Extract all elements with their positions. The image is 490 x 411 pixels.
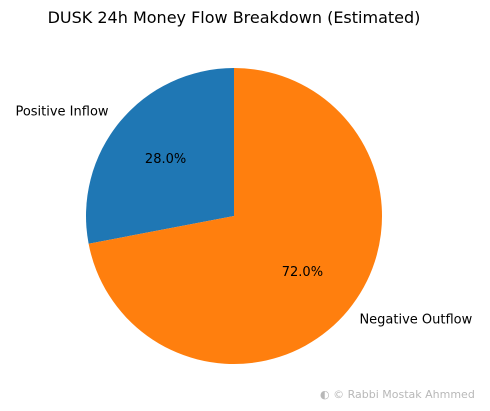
pie-slices-group: Positive Inflow 28.0% Negative Outflow 72.0…	[15, 68, 473, 365]
watermark-logo-icon: ◐ ©	[320, 388, 348, 401]
slice-percent-negative-outflow: 72.0%	[282, 265, 323, 280]
slice-label-positive-inflow: Positive Inflow	[15, 105, 108, 120]
watermark: ◐ © Rabbi Mostak Ahmmed	[320, 388, 490, 401]
pie-slice-positive-inflow	[86, 68, 234, 244]
watermark-text: Rabbi Mostak Ahmmed	[347, 388, 475, 401]
slice-percent-positive-inflow: 28.0%	[145, 152, 186, 167]
slice-label-negative-outflow: Negative Outflow	[359, 312, 472, 327]
chart-title: DUSK 24h Money Flow Breakdown (Estimated…	[48, 8, 421, 27]
pie-slice-negative-outflow	[88, 68, 382, 365]
